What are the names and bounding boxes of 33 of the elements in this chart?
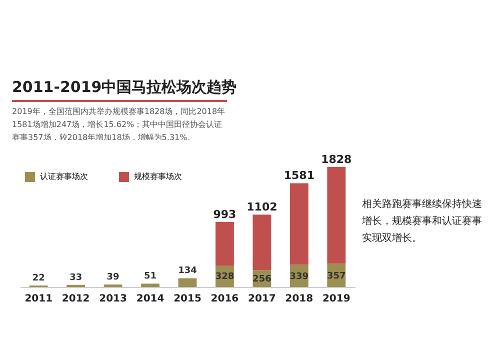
x-tick-label: 2017 <box>248 294 276 304</box>
x-tick-label: 2019 <box>322 294 350 304</box>
legend-label: 规模赛事场次 <box>134 172 182 181</box>
bar <box>178 278 197 287</box>
total-label: 993 <box>213 208 236 221</box>
total-label: 1581 <box>284 169 314 182</box>
legend-label: 认证赛事场次 <box>40 172 88 181</box>
bar <box>216 222 234 266</box>
chart-title: 2011-2019中国马拉松场次趋势 <box>12 78 237 98</box>
bar <box>141 284 160 287</box>
data-label: 256 <box>252 274 272 285</box>
x-tick-label: 2016 <box>210 294 239 304</box>
x-tick-label: 2012 <box>62 294 90 304</box>
data-label: 339 <box>290 272 309 282</box>
total-label: 1102 <box>246 200 278 214</box>
data-label: 33 <box>70 272 82 283</box>
data-label: 51 <box>144 272 157 282</box>
data-label: 134 <box>178 266 197 276</box>
data-label: 39 <box>106 272 120 282</box>
total-label: 1828 <box>321 153 352 166</box>
x-tick-label: 2018 <box>285 294 314 304</box>
bar <box>290 183 308 265</box>
data-label: 328 <box>215 272 234 282</box>
text: 相关路跑赛事继续保持快速增长，规模赛事和认证赛事实现双增长。 <box>362 198 483 246</box>
x-tick-label: 2014 <box>136 294 164 304</box>
x-tick-label: 2013 <box>99 294 128 304</box>
x-tick-label: 2011 <box>24 294 53 304</box>
bar <box>104 284 122 287</box>
x-tick-label: 2015 <box>174 294 202 304</box>
bar <box>252 214 272 270</box>
bar <box>327 167 346 264</box>
data-label: 357 <box>326 271 346 282</box>
data-label: 22 <box>32 274 45 284</box>
